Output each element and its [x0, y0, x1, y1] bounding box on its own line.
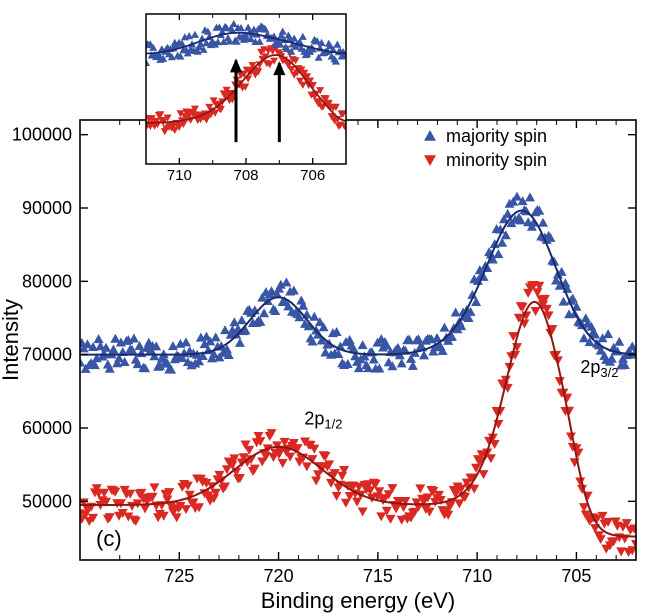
main-plot: 725 720 715 710 705 50000 60000 70000 80000 90000…: [0, 120, 641, 613]
svg-text:705: 705: [561, 566, 591, 586]
legend: majority spin minority spin: [424, 126, 547, 170]
svg-text:100000: 100000: [12, 125, 72, 145]
legend-item-label: minority spin: [446, 150, 547, 170]
y-axis-label: Intensity: [0, 299, 23, 381]
peak-annotation: 2p1/2: [304, 408, 342, 431]
svg-text:50000: 50000: [22, 491, 72, 511]
svg-text:90000: 90000: [22, 198, 72, 218]
x-axis-label: Binding energy (eV): [261, 588, 455, 613]
svg-text:706: 706: [300, 167, 325, 184]
svg-text:70000: 70000: [22, 345, 72, 365]
svg-text:715: 715: [363, 566, 393, 586]
svg-text:710: 710: [167, 167, 192, 184]
svg-text:725: 725: [164, 566, 194, 586]
svg-text:708: 708: [233, 167, 258, 184]
svg-text:60000: 60000: [22, 418, 72, 438]
figure-container: 725 720 715 710 705 50000 60000 70000 80000 90000…: [0, 0, 650, 616]
svg-text:720: 720: [264, 566, 294, 586]
svg-text:80000: 80000: [22, 271, 72, 291]
spectrum-chart: 725 720 715 710 705 50000 60000 70000 80000 90000…: [0, 0, 650, 616]
panel-label: (c): [96, 526, 122, 551]
svg-text:710: 710: [462, 566, 492, 586]
inset-plot: 710 708 706: [142, 14, 350, 184]
legend-item-label: majority spin: [446, 126, 547, 146]
